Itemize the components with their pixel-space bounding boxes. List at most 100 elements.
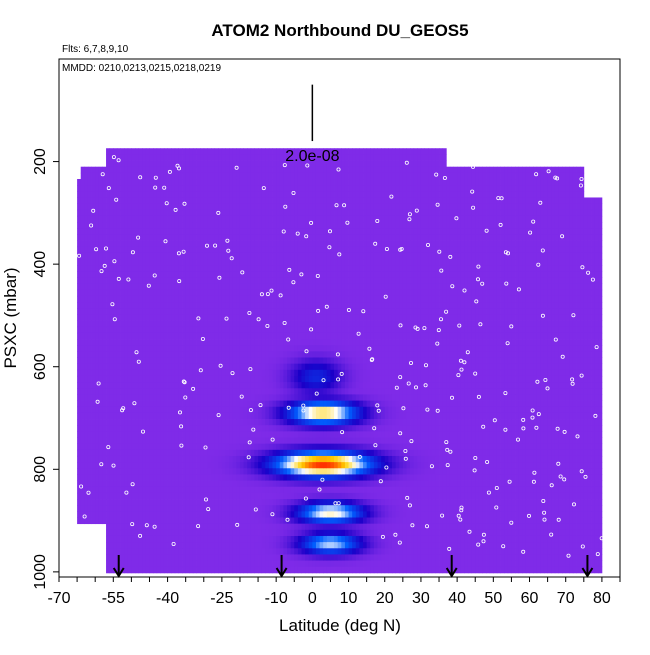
heatmap-cell	[294, 369, 299, 377]
heatmap-cell	[131, 449, 136, 457]
heatmap-cell	[113, 351, 118, 358]
heatmap-cell	[323, 468, 328, 475]
heatmap-cell	[124, 234, 129, 241]
heatmap-cell	[131, 154, 136, 161]
heatmap-cell	[174, 548, 179, 555]
heatmap-cell	[131, 265, 136, 272]
heatmap-cell	[95, 388, 100, 395]
heatmap-cell	[254, 265, 259, 272]
heatmap-cell	[261, 394, 266, 401]
heatmap-cell	[232, 492, 237, 500]
heatmap-cell	[261, 215, 266, 223]
heatmap-cell	[243, 326, 248, 334]
heatmap-cell	[124, 382, 129, 389]
heatmap-cell	[297, 412, 302, 420]
heatmap-cell	[276, 185, 281, 192]
heatmap-cell	[113, 215, 118, 223]
heatmap-cell	[77, 289, 82, 297]
heatmap-cell	[87, 499, 92, 506]
heatmap-cell	[312, 283, 317, 291]
heatmap-cell	[290, 222, 295, 229]
heatmap-cell	[113, 265, 118, 272]
heatmap-cell	[326, 148, 331, 155]
heatmap-cell	[113, 449, 118, 457]
heatmap-cell	[87, 449, 92, 457]
heatmap-cell	[218, 505, 223, 512]
heatmap-cell	[319, 179, 324, 186]
heatmap-cell	[232, 480, 237, 488]
heatmap-cell	[127, 443, 132, 451]
heatmap-cell	[225, 357, 230, 365]
heatmap-cell	[116, 215, 121, 223]
heatmap-cell	[211, 191, 216, 198]
heatmap-cell	[337, 363, 342, 371]
heatmap-cell	[236, 542, 241, 549]
heatmap-cell	[272, 203, 277, 211]
heatmap-cell	[196, 375, 201, 383]
heatmap-cell	[178, 382, 183, 389]
heatmap-cell	[301, 431, 306, 438]
heatmap-cell	[203, 289, 208, 297]
heatmap-cell	[95, 406, 100, 414]
heatmap-cell	[294, 486, 299, 494]
heatmap-cell	[163, 480, 168, 488]
heatmap-cell	[305, 468, 310, 475]
heatmap-cell	[218, 406, 223, 414]
heatmap-cell	[254, 566, 259, 574]
heatmap-cell	[261, 351, 266, 358]
heatmap-cell	[80, 425, 85, 432]
heatmap-cell	[290, 517, 295, 525]
heatmap-cell	[145, 449, 150, 457]
heatmap-cell	[250, 443, 255, 451]
heatmap-cell	[106, 425, 111, 432]
heatmap-cell	[330, 523, 335, 531]
heatmap-cell	[243, 351, 248, 358]
heatmap-cell	[171, 400, 176, 408]
heatmap-cell	[229, 228, 234, 235]
heatmap-cell	[149, 228, 154, 235]
heatmap-cell	[261, 172, 266, 180]
heatmap-cell	[319, 295, 324, 303]
heatmap-cell	[189, 492, 194, 500]
heatmap-cell	[330, 560, 335, 568]
heatmap-cell	[113, 160, 118, 168]
heatmap-cell	[334, 499, 339, 506]
heatmap-cell	[120, 357, 125, 365]
heatmap-cell	[290, 505, 295, 512]
heatmap-cell	[276, 375, 281, 383]
heatmap-cell	[265, 234, 270, 241]
heatmap-cell	[265, 382, 270, 389]
heatmap-cell	[258, 339, 263, 346]
heatmap-cell	[261, 197, 266, 205]
heatmap-cell	[297, 400, 302, 408]
heatmap-cell	[109, 474, 114, 481]
heatmap-cell	[95, 314, 100, 321]
heatmap-cell	[95, 277, 100, 285]
heatmap-cell	[116, 443, 121, 451]
heatmap-cell	[77, 499, 82, 506]
heatmap-cell	[297, 203, 302, 211]
heatmap-cell	[283, 419, 288, 426]
heatmap-cell	[337, 215, 342, 223]
heatmap-cell	[326, 560, 331, 568]
heatmap-cell	[221, 363, 226, 371]
heatmap-cell	[218, 523, 223, 531]
heatmap-cell	[247, 148, 252, 155]
heatmap-cell	[192, 228, 197, 235]
heatmap-cell	[272, 499, 277, 506]
heatmap-cell	[196, 394, 201, 401]
heatmap-cell	[305, 499, 310, 506]
heatmap-cell	[182, 277, 187, 285]
heatmap-cell	[268, 209, 273, 217]
heatmap-cell	[247, 228, 252, 235]
heatmap-cell	[102, 468, 107, 475]
heatmap-cell	[109, 375, 114, 383]
heatmap-cell	[287, 523, 292, 531]
heatmap-cell	[135, 160, 140, 168]
heatmap-cell	[337, 517, 342, 525]
heatmap-cell	[131, 283, 136, 291]
heatmap-cell	[225, 431, 230, 438]
heatmap-cell	[113, 375, 118, 383]
heatmap-cell	[87, 277, 92, 285]
